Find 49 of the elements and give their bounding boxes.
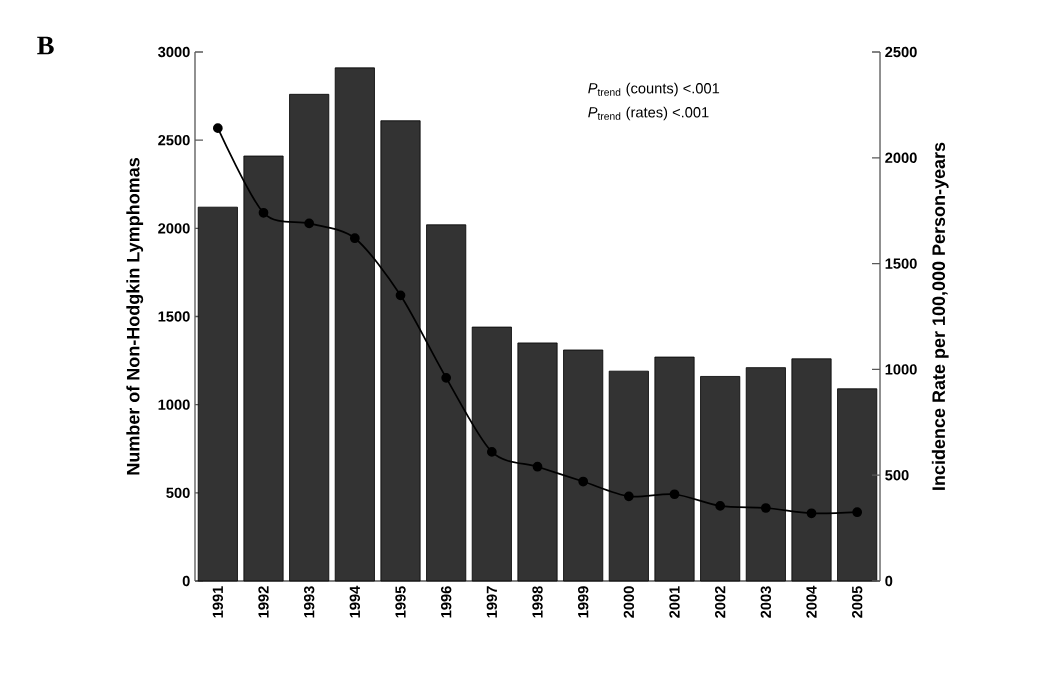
x-tick-label: 2003 (760, 586, 772, 618)
annotation: P$_{trend}$ (rates) <.001 (588, 106, 709, 121)
y2-tick-label: 0 (885, 575, 893, 587)
annotation: P$_{trend}$ (counts) <.001 (588, 82, 720, 97)
x-tick-label: 2000 (623, 586, 635, 618)
x-tick-label: 1999 (577, 586, 589, 618)
x-tick-label: 1997 (486, 586, 498, 618)
point (258, 207, 269, 218)
y2-tick-label: 2000 (885, 152, 917, 163)
point (578, 476, 589, 487)
point (441, 372, 452, 383)
y-tick-label: 2000 (158, 223, 190, 234)
x-tick-label: 1995 (395, 586, 406, 618)
y-tick-label: 0 (182, 575, 190, 587)
point (486, 447, 497, 457)
point (395, 290, 406, 301)
y2-tick-label: 2500 (885, 46, 917, 58)
x-tick-label: 2002 (714, 586, 726, 618)
x-tick-label: 1993 (303, 586, 315, 618)
x-tick-label: 1994 (349, 585, 361, 618)
x-tick-label: 1996 (440, 586, 452, 618)
y-tick-label: 1500 (158, 311, 190, 322)
bar (197, 206, 238, 582)
chart-title: B (37, 36, 54, 55)
y-tick-label: 3000 (158, 46, 190, 58)
x-tick-label: 2001 (669, 586, 680, 618)
point (349, 233, 360, 244)
point (806, 508, 817, 519)
y-tick-label: 500 (166, 487, 190, 499)
x-tick-label: 1998 (532, 586, 543, 618)
x-tick-label: 1991 (212, 586, 224, 618)
y2-axis-title: Incidence Rate per 100,000 Person-years (931, 142, 949, 490)
point (304, 218, 315, 229)
x-tick-label: 1992 (258, 586, 269, 618)
y-axis-title: Number of Non-Hodgkin Lymphomas (126, 158, 144, 475)
x-tick-label: 2004 (806, 585, 817, 618)
y2-tick-label: 1500 (885, 258, 917, 269)
point (669, 489, 680, 500)
y-tick-label: 1000 (158, 399, 190, 410)
point (852, 507, 863, 518)
point (715, 501, 726, 511)
x-tick-label: 2005 (852, 586, 863, 618)
y2-tick-label: 500 (885, 470, 909, 481)
point (532, 461, 543, 472)
point (760, 503, 771, 513)
y2-tick-label: 1000 (885, 364, 917, 375)
point (212, 123, 223, 134)
point (623, 491, 634, 502)
y-tick-label: 2500 (158, 134, 190, 146)
